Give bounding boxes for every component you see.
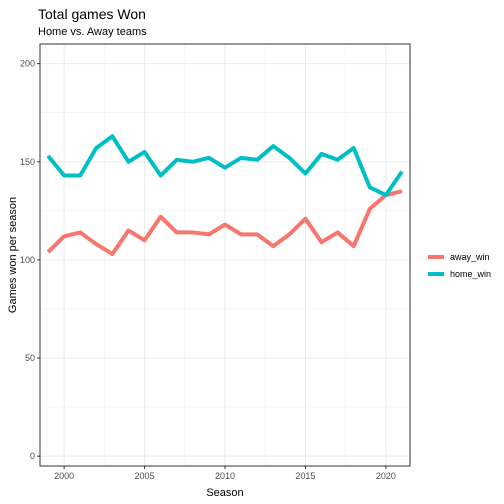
- series-lines: [46, 134, 404, 257]
- series-line-home-win: [46, 134, 404, 198]
- major-gridlines: [40, 44, 410, 466]
- legend-label-away-win: away_win: [450, 252, 490, 262]
- x-tick-label: 2000: [54, 471, 74, 481]
- chart-subtitle: Home vs. Away teams: [38, 26, 147, 38]
- y-tick-label: 50: [25, 353, 35, 363]
- x-tick-label: 2015: [295, 471, 315, 481]
- x-axis-title: Season: [206, 487, 243, 499]
- x-tick-label: 2005: [135, 471, 155, 481]
- y-axis: 0 50 100 150 200: [20, 59, 40, 461]
- y-tick-label: 200: [20, 59, 35, 69]
- legend: away_win home_win: [428, 252, 491, 279]
- y-tick-label: 0: [30, 451, 35, 461]
- y-axis-title: Games won per season: [7, 197, 19, 313]
- series-line-away-win: [46, 189, 403, 257]
- y-tick-label: 150: [20, 157, 35, 167]
- legend-label-home-win: home_win: [450, 269, 491, 279]
- x-tick-label: 2020: [376, 471, 396, 481]
- x-axis: 2000 2005 2010 2015 2020: [54, 466, 396, 481]
- y-tick-label: 100: [20, 255, 35, 265]
- x-tick-label: 2010: [215, 471, 235, 481]
- chart-title: Total games Won: [38, 6, 146, 22]
